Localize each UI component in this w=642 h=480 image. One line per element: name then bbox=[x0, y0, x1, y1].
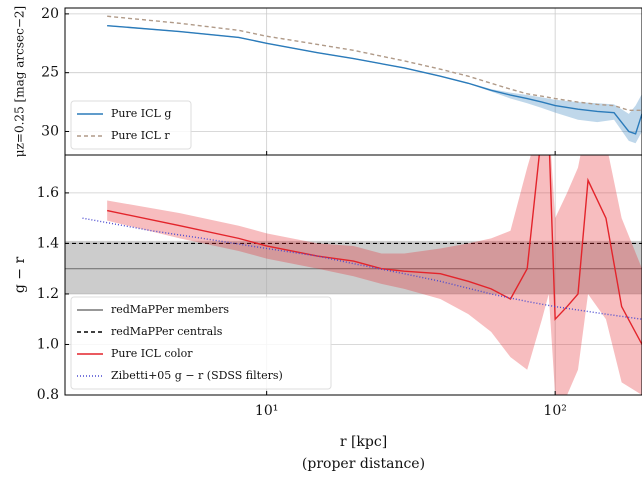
x-axis-label: r [kpc] bbox=[340, 434, 387, 450]
legend-label: Pure ICL r bbox=[111, 129, 170, 142]
legend-label: Pure ICL g bbox=[111, 107, 171, 120]
y-tick-label: 1.0 bbox=[37, 336, 59, 352]
line bbox=[107, 155, 642, 345]
y-tick-label: 1.2 bbox=[37, 286, 59, 302]
line bbox=[107, 24, 642, 135]
legend: redMaPPer members redMaPPer centrals Pure … bbox=[70, 296, 332, 390]
y-tick-label: 20 bbox=[41, 6, 59, 22]
legend-label: Pure ICL color bbox=[111, 347, 193, 360]
band bbox=[65, 240, 642, 294]
plot-area bbox=[65, 155, 642, 395]
y-tick-label: 1.4 bbox=[37, 235, 59, 251]
error-band bbox=[107, 155, 642, 395]
legend-box bbox=[70, 296, 332, 390]
y-tick-label: 1.6 bbox=[37, 185, 59, 201]
y-tick-label: 25 bbox=[41, 65, 59, 81]
x-axis-label: (proper distance) bbox=[302, 456, 425, 472]
y-tick-label: 30 bbox=[41, 123, 59, 139]
legend-label: redMaPPer members bbox=[111, 303, 229, 316]
y-tick-label: 0.8 bbox=[37, 387, 59, 403]
y-axis-label: g − r bbox=[12, 257, 28, 294]
legend-box bbox=[70, 100, 192, 150]
legend-label: Zibetti+05 g − r (SDSS filters) bbox=[111, 369, 283, 382]
legend-label: redMaPPer centrals bbox=[111, 325, 223, 338]
y-axis-label: μz=0.25 [mag arcsec−2] bbox=[13, 6, 27, 157]
x-tick-label: 10¹ bbox=[255, 403, 278, 419]
legend: Pure ICL g Pure ICL r bbox=[70, 100, 192, 150]
line bbox=[107, 15, 642, 112]
axes-frame bbox=[64, 154, 642, 396]
x-tick-label: 10² bbox=[543, 403, 566, 419]
